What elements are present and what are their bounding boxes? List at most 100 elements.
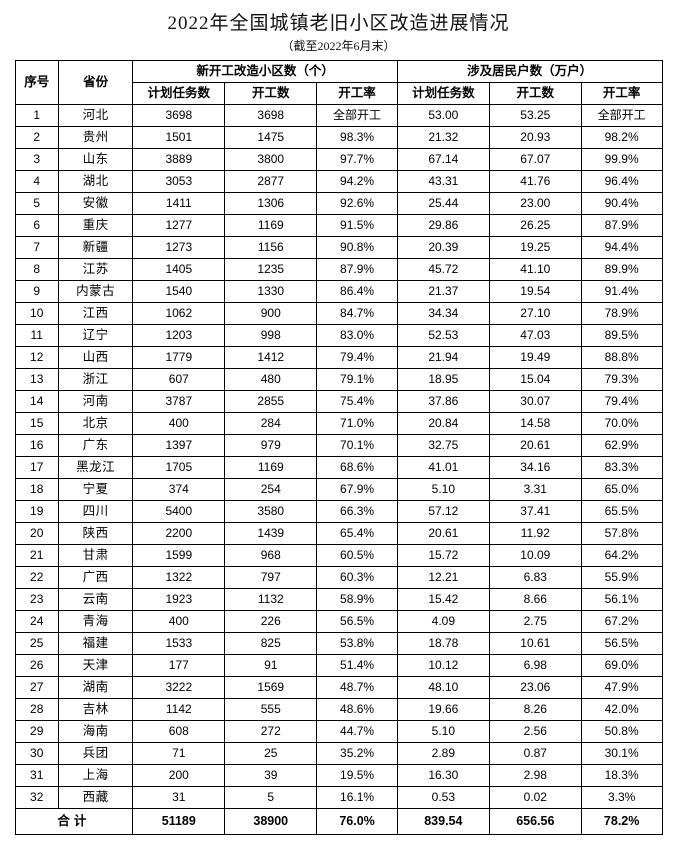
row-households-plan: 32.75 bbox=[396, 434, 490, 457]
row-households-started: 0.02 bbox=[488, 786, 582, 809]
row-communities-rate: 58.9% bbox=[316, 588, 398, 611]
row-communities-started: 226 bbox=[224, 610, 318, 633]
row-province: 山东 bbox=[57, 148, 134, 171]
row-households-started: 20.93 bbox=[488, 126, 582, 149]
row-communities-plan: 177 bbox=[132, 654, 226, 677]
row-index: 30 bbox=[14, 742, 59, 765]
row-communities-plan: 3222 bbox=[132, 676, 226, 699]
row-communities-rate: 16.1% bbox=[316, 786, 398, 809]
row-households-plan: 5.10 bbox=[396, 720, 490, 743]
row-index: 25 bbox=[14, 632, 59, 655]
row-communities-rate: 60.3% bbox=[316, 566, 398, 589]
row-communities-started: 3800 bbox=[224, 148, 318, 171]
header-communities-started: 开工数 bbox=[224, 82, 318, 105]
row-province: 内蒙古 bbox=[57, 280, 134, 303]
row-communities-started: 284 bbox=[224, 412, 318, 435]
row-communities-started: 1306 bbox=[224, 192, 318, 215]
row-households-plan: 18.95 bbox=[396, 368, 490, 391]
row-households-started: 30.07 bbox=[488, 390, 582, 413]
table-row: 3 山东 3889 3800 97.7% 67.14 67.07 99.9% bbox=[14, 148, 663, 171]
row-communities-started: 3580 bbox=[224, 500, 318, 523]
row-province: 贵州 bbox=[57, 126, 134, 149]
row-households-rate: 90.4% bbox=[580, 192, 663, 215]
table-footer: 合计 51189 38900 76.0% 839.54 656.56 78.2% bbox=[14, 808, 663, 835]
row-households-rate: 50.8% bbox=[580, 720, 663, 743]
row-communities-started: 480 bbox=[224, 368, 318, 391]
table-row: 23 云南 1923 1132 58.9% 15.42 8.66 56.1% bbox=[14, 588, 663, 611]
row-households-plan: 20.39 bbox=[396, 236, 490, 259]
row-households-started: 67.07 bbox=[488, 148, 582, 171]
row-households-plan: 21.37 bbox=[396, 280, 490, 303]
row-index: 7 bbox=[14, 236, 59, 259]
row-communities-started: 998 bbox=[224, 324, 318, 347]
row-province: 四川 bbox=[57, 500, 134, 523]
row-index: 22 bbox=[14, 566, 59, 589]
row-communities-plan: 1277 bbox=[132, 214, 226, 237]
row-households-plan: 18.78 bbox=[396, 632, 490, 655]
header-index: 序号 bbox=[14, 60, 59, 105]
row-communities-plan: 1533 bbox=[132, 632, 226, 655]
row-households-plan: 21.32 bbox=[396, 126, 490, 149]
row-households-started: 19.54 bbox=[488, 280, 582, 303]
row-province: 云南 bbox=[57, 588, 134, 611]
row-communities-rate: 97.7% bbox=[316, 148, 398, 171]
header-group-communities: 新开工改造小区数（个） bbox=[132, 60, 398, 83]
row-households-rate: 47.9% bbox=[580, 676, 663, 699]
row-province: 陕西 bbox=[57, 522, 134, 545]
row-index: 32 bbox=[14, 786, 59, 809]
row-communities-rate: 35.2% bbox=[316, 742, 398, 765]
row-households-rate: 83.3% bbox=[580, 456, 663, 479]
row-communities-started: 1132 bbox=[224, 588, 318, 611]
row-communities-rate: 56.5% bbox=[316, 610, 398, 633]
row-communities-rate: 84.7% bbox=[316, 302, 398, 325]
row-households-rate: 3.3% bbox=[580, 786, 663, 809]
row-province: 福建 bbox=[57, 632, 134, 655]
row-communities-started: 797 bbox=[224, 566, 318, 589]
row-communities-rate: 44.7% bbox=[316, 720, 398, 743]
row-index: 8 bbox=[14, 258, 59, 281]
row-households-rate: 62.9% bbox=[580, 434, 663, 457]
row-index: 15 bbox=[14, 412, 59, 435]
table-header: 序号 省份 新开工改造小区数（个） 涉及居民户数（万户） 计划任务数 开工数 开… bbox=[14, 60, 663, 105]
row-communities-plan: 31 bbox=[132, 786, 226, 809]
row-households-plan: 53.00 bbox=[396, 104, 490, 127]
row-communities-plan: 3889 bbox=[132, 148, 226, 171]
row-households-started: 2.98 bbox=[488, 764, 582, 787]
row-communities-started: 1475 bbox=[224, 126, 318, 149]
table-row: 24 青海 400 226 56.5% 4.09 2.75 67.2% bbox=[14, 610, 663, 633]
table-row: 7 新疆 1273 1156 90.8% 20.39 19.25 94.4% bbox=[14, 236, 663, 259]
row-province: 广东 bbox=[57, 434, 134, 457]
row-households-started: 10.09 bbox=[488, 544, 582, 567]
row-households-rate: 18.3% bbox=[580, 764, 663, 787]
table-row: 14 河南 3787 2855 75.4% 37.86 30.07 79.4% bbox=[14, 390, 663, 413]
row-households-plan: 37.86 bbox=[396, 390, 490, 413]
total-label: 合计 bbox=[14, 808, 134, 835]
row-households-rate: 87.9% bbox=[580, 214, 663, 237]
table-row: 2 贵州 1501 1475 98.3% 21.32 20.93 98.2% bbox=[14, 126, 663, 149]
row-communities-plan: 1501 bbox=[132, 126, 226, 149]
row-communities-plan: 71 bbox=[132, 742, 226, 765]
row-index: 6 bbox=[14, 214, 59, 237]
row-index: 27 bbox=[14, 676, 59, 699]
row-households-plan: 21.94 bbox=[396, 346, 490, 369]
row-households-plan: 12.21 bbox=[396, 566, 490, 589]
row-province: 安徽 bbox=[57, 192, 134, 215]
row-index: 2 bbox=[14, 126, 59, 149]
row-communities-rate: 98.3% bbox=[316, 126, 398, 149]
row-households-rate: 88.8% bbox=[580, 346, 663, 369]
row-province: 西藏 bbox=[57, 786, 134, 809]
row-communities-plan: 1923 bbox=[132, 588, 226, 611]
row-province: 天津 bbox=[57, 654, 134, 677]
row-communities-rate: 65.4% bbox=[316, 522, 398, 545]
header-households-rate: 开工率 bbox=[580, 82, 663, 105]
row-households-started: 34.16 bbox=[488, 456, 582, 479]
row-households-started: 14.58 bbox=[488, 412, 582, 435]
row-communities-rate: 92.6% bbox=[316, 192, 398, 215]
row-province: 上海 bbox=[57, 764, 134, 787]
row-households-plan: 10.12 bbox=[396, 654, 490, 677]
row-households-rate: 56.5% bbox=[580, 632, 663, 655]
row-households-plan: 25.44 bbox=[396, 192, 490, 215]
row-province: 兵团 bbox=[57, 742, 134, 765]
row-households-plan: 43.31 bbox=[396, 170, 490, 193]
row-index: 9 bbox=[14, 280, 59, 303]
